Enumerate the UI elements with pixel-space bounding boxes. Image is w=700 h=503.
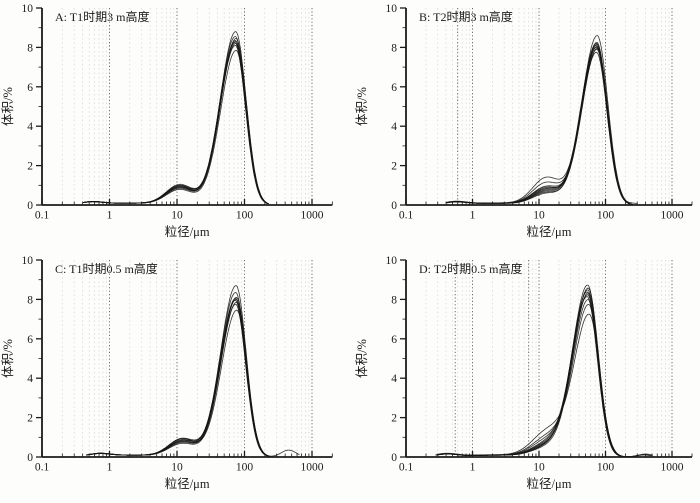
panel-A: 0.1 1 10 100 1000 0 2 4 6 8 10 A: T1时期3 m高度粒径/μm 体积/… [0, 0, 352, 255]
x-tick-label: 100 [597, 462, 615, 474]
y-tick-label: 2 [391, 413, 397, 425]
x-tick-label: 0.1 [399, 462, 414, 474]
x-tick-label: 100 [597, 210, 615, 222]
y-tick-label: 4 [27, 121, 33, 133]
x-tick-label: 10 [171, 210, 183, 222]
x-tick-label: 1 [470, 462, 476, 474]
y-tick-label: 2 [27, 413, 33, 425]
panel-D: 0.1 1 10 100 1000 0 2 4 6 8 10 D: T2时期0.5 m高度粒径/μm 体… [352, 250, 700, 503]
distribution-curve [82, 42, 268, 204]
distribution-curve [82, 44, 268, 204]
y-tick-label: 8 [27, 294, 33, 306]
y-axis-label: 体积/% [1, 87, 15, 126]
x-tick-label: 100 [236, 210, 254, 222]
distribution-curve [89, 309, 300, 457]
y-tick-label: 0 [27, 200, 33, 212]
panel-C-title: C: T1时期0.5 m高度 [55, 261, 158, 276]
x-tick-label: 1000 [301, 210, 324, 222]
x-tick-label: 1000 [301, 462, 324, 474]
panel-B-title: B: T2时期3 m高度 [419, 9, 513, 24]
x-tick-label: 0.1 [35, 210, 50, 222]
y-tick-label: 4 [27, 373, 33, 385]
x-tick-label: 1000 [661, 210, 684, 222]
distribution-curve [435, 303, 654, 458]
panel-B: 0.1 1 10 100 1000 0 2 4 6 8 10 B: T2时期3 m高度粒径/μm 体积/… [352, 0, 700, 255]
x-tick-label: 10 [533, 462, 545, 474]
curve-group [86, 285, 300, 457]
distribution-curve [447, 47, 634, 205]
panel-C: 0.1 1 10 100 1000 0 2 4 6 8 10 C: T1时期0.5 m高度粒径/μm 体… [0, 250, 352, 503]
x-axis-label: 粒径/μm [527, 476, 572, 491]
distribution-curve [86, 285, 270, 457]
curve-group [445, 35, 638, 205]
distribution-curve [445, 35, 634, 205]
y-tick-label: 2 [391, 161, 397, 173]
y-tick-label: 8 [391, 42, 397, 54]
distribution-curve [84, 43, 268, 204]
x-axis-label: 粒径/μm [165, 224, 210, 239]
panel-A-title: A: T1时期3 m高度 [55, 9, 149, 24]
y-tick-label: 8 [27, 42, 33, 54]
distribution-curve [89, 301, 270, 457]
y-tick-label: 0 [391, 200, 397, 212]
curve-group [435, 284, 654, 458]
y-tick-label: 10 [386, 3, 398, 15]
distribution-curve [449, 48, 632, 205]
distribution-curve [435, 291, 627, 458]
panel-D-title: D: T2时期0.5 m高度 [419, 261, 522, 276]
x-tick-label: 0.1 [399, 210, 414, 222]
x-tick-label: 10 [171, 462, 183, 474]
y-tick-label: 0 [391, 452, 397, 464]
distribution-curve [446, 51, 638, 204]
y-tick-label: 4 [391, 121, 397, 133]
y-tick-label: 4 [391, 373, 397, 385]
x-tick-label: 10 [533, 210, 545, 222]
x-tick-label: 0.1 [35, 462, 50, 474]
y-tick-label: 10 [22, 255, 34, 267]
x-tick-label: 1 [107, 210, 113, 222]
y-tick-label: 6 [391, 334, 397, 346]
x-tick-label: 100 [236, 462, 254, 474]
distribution-curve [437, 313, 651, 458]
curve-group [82, 31, 270, 205]
y-tick-label: 10 [22, 3, 34, 15]
y-tick-label: 8 [391, 294, 397, 306]
x-axis-label: 粒径/μm [165, 476, 210, 491]
x-axis-label: 粒径/μm [527, 224, 572, 239]
y-tick-label: 6 [27, 82, 33, 94]
y-axis-label: 体积/% [355, 87, 369, 126]
y-axis-label: 体积/% [1, 339, 15, 378]
distribution-curve [82, 40, 268, 204]
y-tick-label: 6 [391, 82, 397, 94]
y-tick-label: 6 [27, 334, 33, 346]
distribution-curve [86, 49, 270, 205]
y-tick-label: 0 [27, 452, 33, 464]
x-tick-label: 1 [107, 462, 113, 474]
y-tick-label: 2 [27, 161, 33, 173]
y-tick-label: 10 [386, 255, 398, 267]
y-axis-label: 体积/% [355, 339, 369, 378]
x-tick-label: 1000 [661, 462, 684, 474]
distribution-curve [86, 300, 268, 457]
x-tick-label: 1 [470, 210, 476, 222]
